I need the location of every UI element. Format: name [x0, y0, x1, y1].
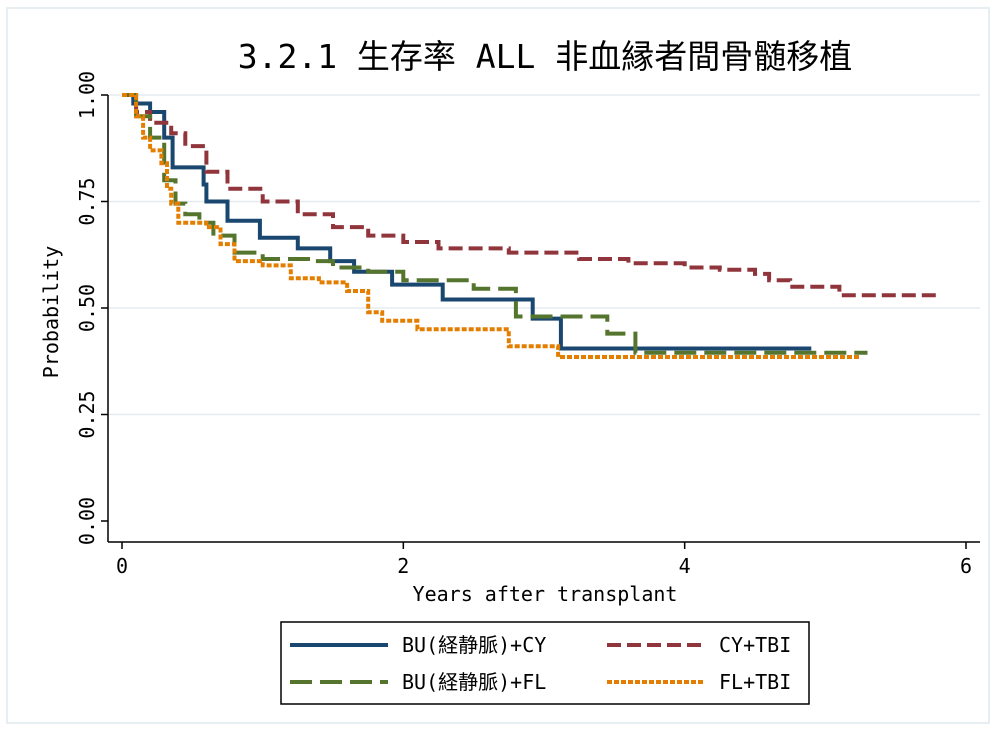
y-ticks: 0.00 0.25 0.50 0.75 1.00	[75, 71, 108, 545]
legend-label: BU(経静脈)+CY	[402, 633, 546, 657]
chart-frame	[6, 7, 990, 724]
x-ticks: 0 2 4 6	[116, 542, 972, 578]
x-tick-label: 4	[679, 554, 691, 578]
x-tick-label: 0	[116, 554, 128, 578]
series-line-4	[122, 93, 861, 359]
legend-label: FL+TBI	[719, 670, 791, 694]
plot-area: 0.00 0.25 0.50 0.75 1.00 0 2 4 6	[75, 71, 980, 578]
series-line-2	[122, 93, 938, 298]
y-tick-label: 0.50	[75, 284, 99, 332]
series-lines	[122, 93, 938, 359]
gridlines	[108, 94, 980, 416]
legend-box	[280, 621, 810, 705]
series-line-3	[122, 93, 868, 355]
y-tick-label: 0.25	[75, 390, 99, 438]
x-tick-label: 2	[397, 554, 409, 578]
chart-title: 3.2.1 生存率 ALL 非血縁者間骨髄移植	[238, 37, 853, 76]
legend-label: CY+TBI	[719, 633, 791, 657]
y-tick-label: 1.00	[75, 71, 99, 119]
x-axis-label: Years after transplant	[413, 582, 678, 606]
x-tick-label: 6	[960, 554, 972, 578]
y-tick-label: 0.75	[75, 177, 99, 225]
legend: BU(経静脈)+CY CY+TBI BU(経静脈)+FL FL+TBI	[280, 621, 810, 705]
legend-items: BU(経静脈)+CY CY+TBI BU(経静脈)+FL FL+TBI	[290, 633, 791, 694]
series-line-1	[122, 93, 812, 351]
y-axis-label: Probability	[39, 246, 63, 378]
legend-label: BU(経静脈)+FL	[402, 670, 546, 694]
y-tick-label: 0.00	[75, 497, 99, 545]
